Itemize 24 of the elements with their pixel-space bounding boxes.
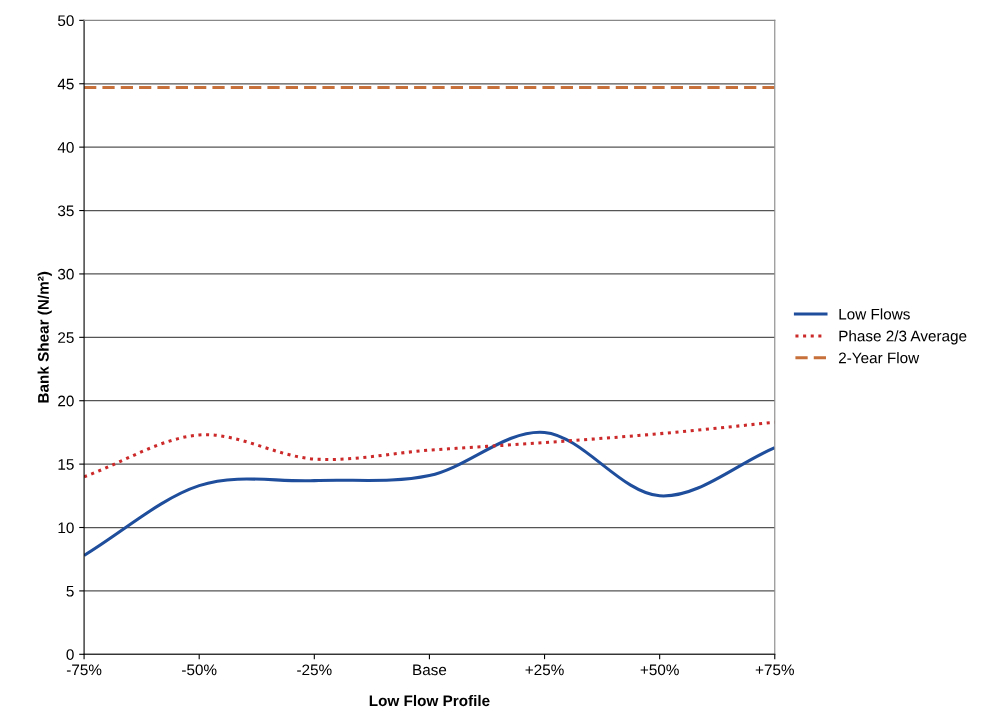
- y-tick-label: 40: [57, 142, 74, 153]
- y-tick-label: 15: [58, 459, 74, 470]
- y-tick-label: 45: [57, 78, 74, 90]
- legend-label: Phase 2/3 Average: [839, 330, 967, 345]
- x-tick-label: +75%: [755, 664, 794, 676]
- y-tick-label: 0: [66, 649, 74, 660]
- x-tick-label: +50%: [640, 664, 679, 676]
- line-series: [84, 430, 775, 557]
- x-tick-label: +25%: [525, 664, 564, 676]
- y-axis-title: Bank Shear (N/m²): [37, 271, 52, 403]
- y-tick-label: 35: [57, 205, 74, 217]
- x-tick-label: Base: [413, 664, 447, 676]
- y-tick-label: 25: [58, 332, 74, 344]
- y-tick-label: 10: [58, 522, 74, 534]
- legend-label: Low Flows: [839, 308, 910, 320]
- y-tick-label: 30: [57, 268, 74, 280]
- y-tick-label: 20: [58, 395, 74, 407]
- x-axis-title: Low Flow Profile: [369, 694, 490, 707]
- y-tick-label: 5: [66, 585, 74, 597]
- x-tick-label: -50%: [182, 664, 217, 676]
- legend-label: 2-Year Flow: [838, 352, 920, 364]
- x-tick-label: -25%: [297, 664, 332, 676]
- y-tick-label: 50: [57, 15, 74, 27]
- x-tick-label: -75%: [66, 664, 102, 676]
